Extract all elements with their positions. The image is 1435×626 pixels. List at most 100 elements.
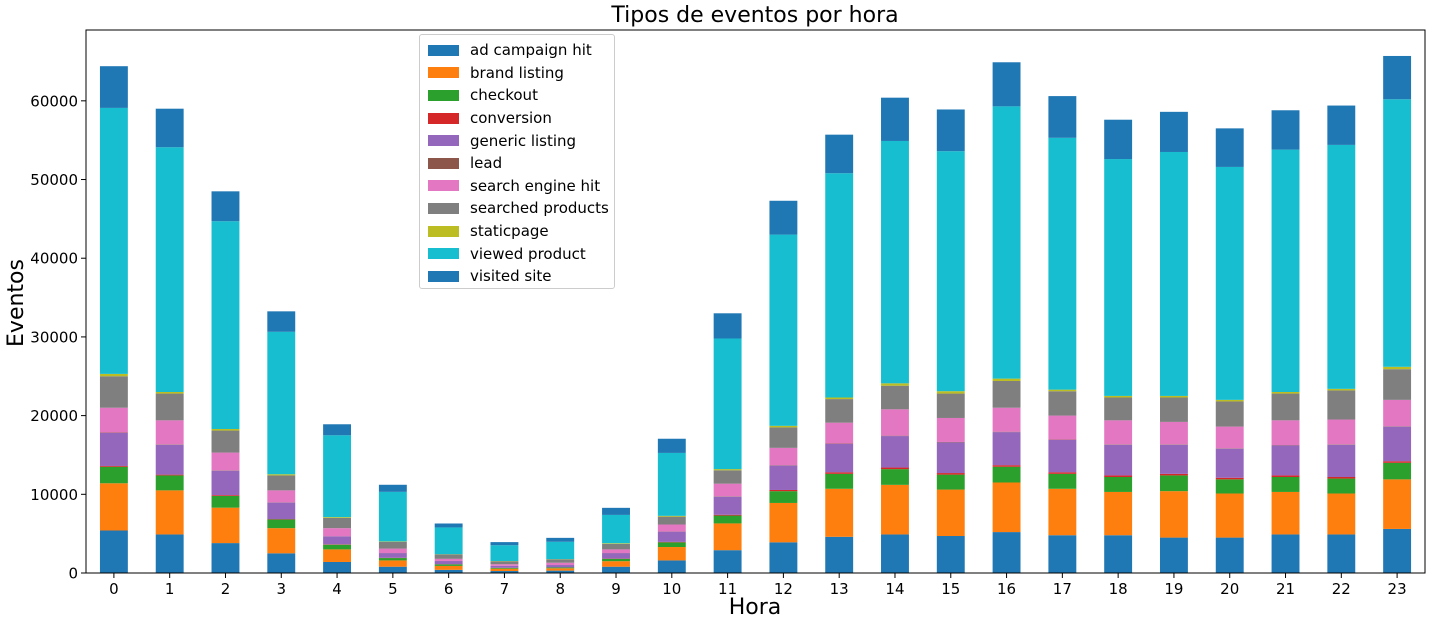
bar-segment [1383,462,1412,480]
bar-segment [99,107,128,374]
legend-swatch [428,89,459,101]
bar-segment [992,432,1021,466]
x-tick-label: 17 [1053,580,1072,598]
legend-item: searched products [428,197,614,220]
bar-segment [99,66,128,108]
bar-segment [1215,537,1244,573]
bar-segment [211,221,240,429]
bar-segment [881,385,909,410]
bar-segment [267,474,296,476]
bar-segment [769,427,798,448]
bar-segment [825,134,854,174]
bar-segment [1048,389,1077,392]
bar-segment [434,569,463,573]
bar-segment [825,397,854,400]
legend-label: checkout [470,86,538,105]
bar-segment [936,391,965,394]
bar-segment [1159,491,1188,538]
legend-item: visited site [428,265,614,288]
bar-segment [490,571,519,573]
bar-segment [881,140,909,384]
x-tick-label: 22 [1332,580,1351,598]
bar-segment [99,530,128,573]
bar-segment [1271,534,1300,573]
bar-segment [1271,149,1300,392]
bar-segment [378,560,407,567]
bar-segment [713,496,742,515]
bar-segment [1271,420,1300,446]
bar-segment [1104,159,1133,396]
bar-segment [155,474,184,476]
bar-segment [1327,105,1356,145]
bar-segment [713,514,742,516]
bar-segment [1159,537,1188,573]
bar-segment [825,399,854,423]
bar-segment [769,200,798,235]
bar-segment [490,542,519,546]
bar-segment [1159,473,1188,476]
bar-segment [992,482,1021,533]
bar-segment [323,424,352,436]
bar-segment [992,106,1021,379]
bar-segment [713,515,742,524]
bar-segment [155,534,184,573]
bar-segment [490,561,519,565]
bar-segment [155,420,184,445]
bar-segment [155,393,184,421]
bar-segment [1383,461,1412,463]
bar-segment [1048,488,1077,536]
bar-segment [1104,476,1133,492]
bar-segment [713,469,742,471]
bar-segment [490,545,519,561]
bar-segment [657,516,686,525]
bar-segment [657,542,686,548]
legend-swatch [428,67,459,79]
bar-segment [936,417,965,442]
bar-segment [881,97,909,141]
bar-segment [1327,444,1356,477]
bar-segment [1271,475,1300,477]
bar-segment [378,541,407,549]
bar-segment [992,378,1021,381]
legend-label: ad campaign hit [470,41,592,60]
bar-segment [769,465,798,490]
bar-segment [881,409,909,436]
bar-segment [936,151,965,392]
bar-segment [323,435,352,518]
x-tick-label: 6 [444,580,454,598]
legend-item: staticpage [428,220,614,243]
bar-segment [1215,401,1244,427]
bar-segment [1048,391,1077,416]
bar-segment [992,466,1021,483]
bar-segment [546,562,575,566]
x-tick-label: 10 [662,580,681,598]
bar-segment [1383,55,1412,100]
bar-segment [546,567,575,569]
bar-segment [825,422,854,444]
bar-segment [490,564,519,566]
bar-segment [769,542,798,573]
bar-segment [434,527,463,555]
x-tick-label: 2 [221,580,231,598]
bar-segment [211,495,240,508]
bar-segment [825,488,854,537]
bar-segment [1048,137,1077,390]
bar-segment [713,523,742,551]
bar-segment [323,528,352,537]
x-tick-label: 12 [774,580,793,598]
bar-segment [602,543,630,550]
legend-label: conversion [470,109,552,128]
bar-segment [211,495,240,496]
bar-segment [490,567,519,569]
y-tick-label: 0 [68,565,78,583]
bar-segment [1215,477,1244,480]
bar-segment [602,553,630,559]
bar-segment [434,523,463,528]
bar-segment [267,553,296,573]
bar-segment [323,517,352,529]
bar-segment [881,383,909,386]
bar-segment [434,554,463,559]
bar-segment [602,566,630,573]
bar-segment [936,109,965,152]
